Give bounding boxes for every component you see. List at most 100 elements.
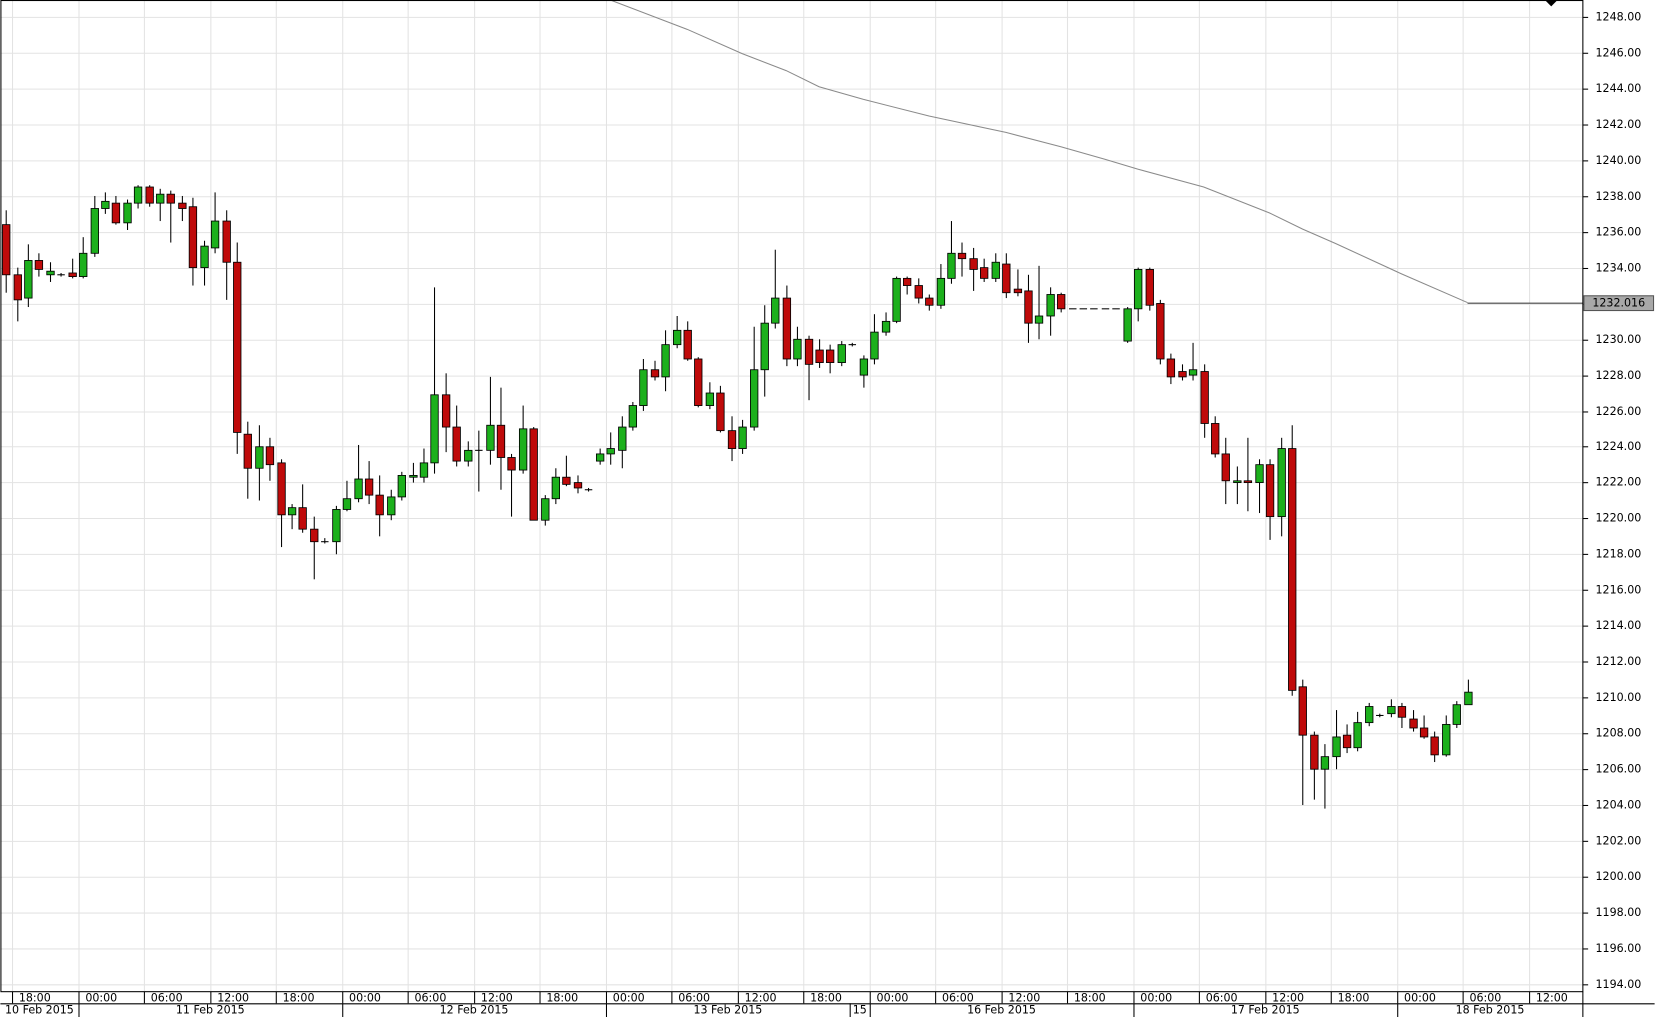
candle-body <box>914 285 923 299</box>
candle-body <box>881 320 891 333</box>
date-label: 15 <box>853 1004 867 1017</box>
y-tick-label: 1238.00 <box>1596 190 1642 203</box>
y-tick-label: 1224.00 <box>1596 440 1642 453</box>
candle-body <box>1342 734 1352 749</box>
candle-body <box>111 202 121 224</box>
y-tick-label: 1234.00 <box>1596 261 1642 274</box>
y-tick-label: 1222.00 <box>1596 476 1642 489</box>
candle-body <box>1188 369 1198 376</box>
candle-body <box>639 369 648 406</box>
x-tick-label: 18:00 <box>283 992 315 1005</box>
candle-body <box>1013 288 1023 294</box>
x-tick-label: 00:00 <box>1140 992 1172 1005</box>
candle-body <box>1243 480 1253 484</box>
candle-body <box>178 202 187 209</box>
date-label: 18 Feb 2015 <box>1456 1004 1525 1017</box>
candle-body <box>354 478 363 500</box>
candle-body <box>1034 315 1044 324</box>
candle-body <box>188 206 198 269</box>
candle-body <box>705 392 715 406</box>
candle-body <box>683 329 692 360</box>
y-tick-label: 1220.00 <box>1596 512 1642 525</box>
moving-average <box>610 0 1468 304</box>
candle-body <box>859 358 869 376</box>
candle-body <box>1409 718 1418 729</box>
x-tick-label: 06:00 <box>414 992 446 1005</box>
x-tick-label: 06:00 <box>1469 992 1501 1005</box>
candle-body <box>1123 308 1132 342</box>
x-tick-label: 00:00 <box>349 992 381 1005</box>
date-label: 11 Feb 2015 <box>176 1004 245 1017</box>
candle-body <box>673 329 682 346</box>
candle-body <box>287 507 297 516</box>
y-tick-label: 1212.00 <box>1596 655 1642 668</box>
y-tick-label: 1216.00 <box>1596 583 1642 596</box>
plot-frame <box>0 0 1584 993</box>
candle-body <box>1156 303 1165 360</box>
x-tick-label: 00:00 <box>85 992 117 1005</box>
candle-body <box>409 474 418 478</box>
candle-body <box>419 462 429 478</box>
candle-body <box>332 509 341 543</box>
y-tick-label: 1200.00 <box>1596 870 1642 883</box>
scroll-marker <box>1544 0 1558 7</box>
candle-body <box>980 267 989 279</box>
candle-body <box>804 338 814 365</box>
candle-body <box>1452 704 1461 725</box>
candle-body <box>13 274 22 301</box>
candle-body <box>101 200 110 209</box>
candle-body <box>606 448 615 455</box>
marks <box>2 0 1583 809</box>
date-label: 13 Feb 2015 <box>693 1004 762 1017</box>
candle-body <box>936 277 946 306</box>
x-tick-label: 18:00 <box>546 992 578 1005</box>
x-tick-label: 06:00 <box>942 992 974 1005</box>
candle-body <box>518 428 528 471</box>
candle-body <box>1046 294 1055 317</box>
candle-body <box>233 261 242 433</box>
candle-body <box>1145 268 1154 306</box>
candle-body <box>79 252 88 278</box>
candle-body <box>991 261 1000 279</box>
x-tick-label: 00:00 <box>1404 992 1436 1005</box>
y-tick-label: 1218.00 <box>1596 547 1642 560</box>
candle-body <box>375 494 384 516</box>
candle-body <box>166 193 175 204</box>
candle-body <box>397 474 406 498</box>
candle-body <box>342 498 352 510</box>
candle-body <box>156 193 165 204</box>
candle-body <box>387 496 396 516</box>
x-tick-label: 18:00 <box>1338 992 1370 1005</box>
x-tick-label: 12:00 <box>1272 992 1304 1005</box>
candle-body <box>265 446 275 466</box>
candle-body <box>2 224 11 276</box>
candle-body <box>1419 727 1429 738</box>
x-tick-label: 06:00 <box>1206 992 1238 1005</box>
y-tick-label: 1240.00 <box>1596 154 1642 167</box>
candle-body <box>1233 480 1242 484</box>
y-tick-label: 1246.00 <box>1596 46 1642 59</box>
last-price-box <box>1583 295 1655 312</box>
candle-body <box>1255 464 1264 484</box>
candle-body <box>825 349 835 363</box>
x-tick-label: 18:00 <box>810 992 842 1005</box>
candle-body <box>222 220 231 263</box>
candle-body <box>145 186 154 204</box>
x-tick-label: 12:00 <box>1008 992 1040 1005</box>
candle-body <box>68 272 77 278</box>
x-tick-label: 12:00 <box>217 992 249 1005</box>
last-price-label: 1232.016 <box>1592 297 1645 310</box>
candle-body <box>46 270 55 276</box>
candle-body <box>1057 294 1066 310</box>
candle-body <box>310 528 319 543</box>
candle-body <box>551 476 561 500</box>
y-tick-label: 1226.00 <box>1596 405 1642 418</box>
candle-body <box>452 426 461 462</box>
candle-body <box>24 260 33 299</box>
candle-body <box>650 369 660 378</box>
y-tick-label: 1196.00 <box>1596 942 1642 955</box>
candle-body <box>595 453 605 462</box>
date-label: 17 Feb 2015 <box>1231 1004 1300 1017</box>
y-tick-label: 1244.00 <box>1596 82 1642 95</box>
